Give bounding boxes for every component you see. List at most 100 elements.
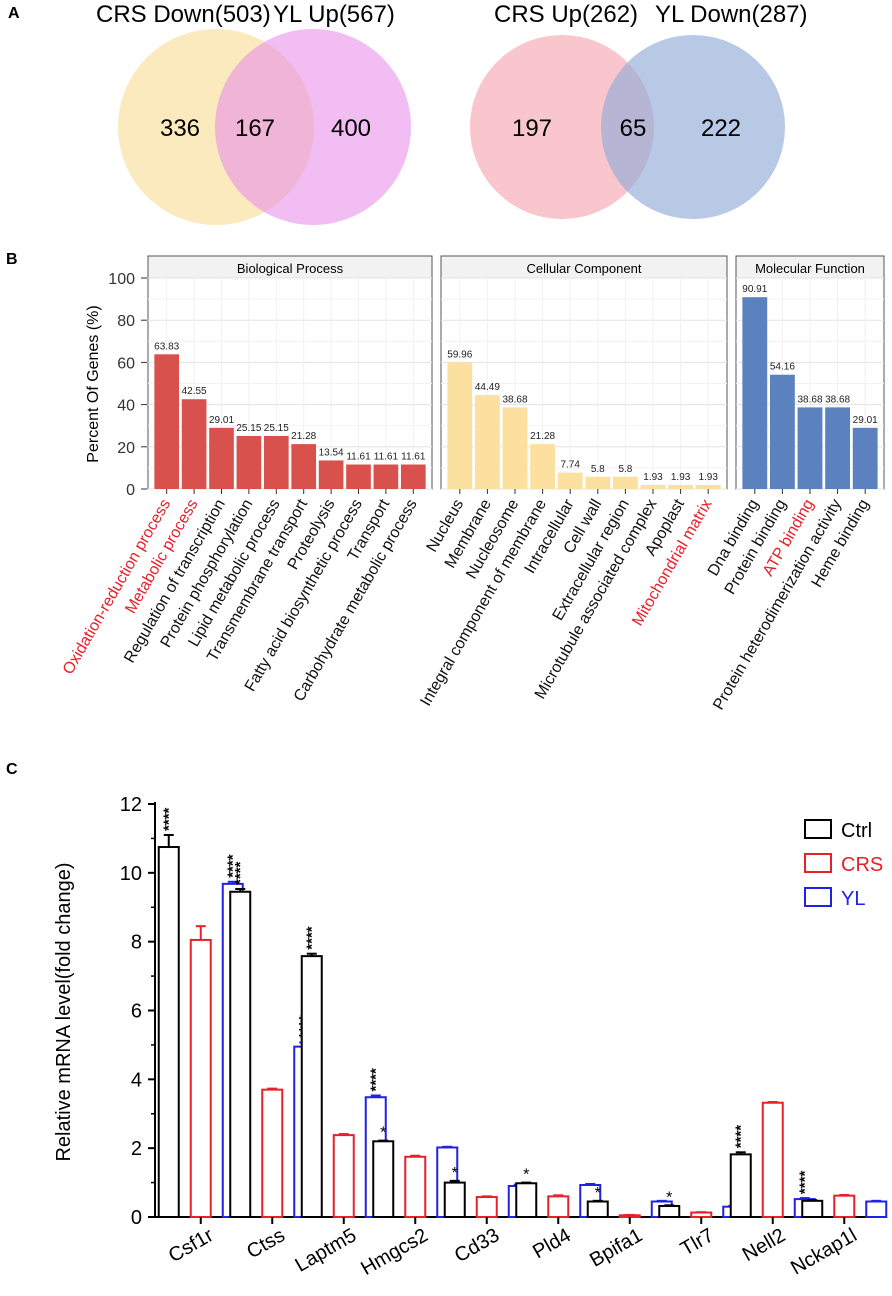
bar-fatty-acid-biosynthetic-process [346, 464, 371, 489]
bar-value-label: 21.28 [530, 431, 555, 442]
bar-crs-hmgcs2 [404, 1155, 427, 1219]
venn-2-circle-left [470, 35, 654, 219]
significance-marker: **** [225, 854, 242, 878]
bar-value-label: 38.68 [825, 394, 850, 405]
bar-crs-tlr7 [690, 1211, 713, 1219]
significance-marker: **** [161, 807, 178, 831]
venn-1-circle-right [215, 29, 411, 225]
bar-microtubule-associated-complex [640, 484, 666, 489]
bar-value-label: 25.15 [264, 423, 289, 434]
bar-metabolic-process [181, 399, 207, 489]
legend-label-ctrl: Ctrl [841, 820, 872, 842]
significance-marker: **** [304, 926, 321, 950]
bar-transmembrane-transport [291, 444, 317, 489]
bar-value-label: 7.74 [560, 460, 580, 471]
bar-value-label: 44.49 [475, 382, 500, 393]
venn-1-title-left: CRS Down(503) [96, 1, 271, 28]
y-tick-label: 0 [131, 1207, 142, 1229]
bar-value-label: 5.8 [618, 464, 632, 475]
bar-ctrl-ctss [229, 890, 252, 1218]
bar-crs-nckap1l [833, 1194, 856, 1218]
x-category-label: Nell2 [739, 1224, 789, 1266]
go-y-tick-label: 40 [117, 398, 135, 415]
bar-value-label: 11.61 [346, 452, 371, 463]
venn-diagram-1: CRS Down(503) YL Up(567) 336 167 400 [96, 1, 411, 225]
bar-ctrl-nell2 [729, 1153, 752, 1219]
bar-ctrl-bpifa1 [586, 1200, 609, 1218]
bar-oxidation-reduction-process [154, 354, 180, 489]
bar-atp-binding [797, 407, 823, 489]
bar-value-label: 59.96 [447, 349, 472, 360]
legend-label-yl: YL [841, 888, 865, 910]
significance-marker: **** [733, 1125, 750, 1149]
bar-value-label: 1.93 [643, 472, 663, 483]
venn-2-count-right: 222 [701, 115, 741, 142]
bar-crs-nell2 [761, 1101, 784, 1219]
bar-protein-binding [769, 374, 795, 489]
bar-ctrl-pld4 [515, 1182, 538, 1218]
bar-protein-phosphorylation [236, 435, 262, 489]
go-y-axis-label: Percent Of Genes (%) [85, 305, 102, 462]
x-category-label: Bpifa1 [586, 1224, 646, 1271]
venn-2-title-right: YL Down(287) [655, 1, 808, 28]
bar-crs-pld4 [547, 1195, 570, 1218]
bar-carbohydrate-metabolic-process [400, 464, 426, 489]
x-category-label: Csf1r [165, 1224, 218, 1267]
venn-1-title-right: YL Up(567) [273, 1, 395, 28]
x-category-label: Laptm5 [291, 1224, 360, 1276]
significance-marker: **** [368, 1068, 385, 1092]
venn-1-count-overlap: 167 [235, 115, 275, 142]
significance-marker: **** [797, 1171, 814, 1195]
x-category-label: Hmgcs2 [357, 1224, 432, 1280]
bar-ctrl-hmgcs2 [372, 1140, 395, 1218]
bar-value-label: 11.61 [401, 452, 426, 463]
bar-value-label: 54.16 [770, 362, 795, 373]
go-y-tick-label: 60 [117, 355, 135, 372]
x-category-label: Nckap1l [787, 1224, 861, 1279]
bar-crs-ctss [261, 1088, 284, 1218]
x-category-label: Oxidation-reduction process [60, 497, 174, 678]
bar-value-label: 1.93 [671, 472, 691, 483]
bar-extracellular-region [612, 476, 638, 489]
bar-value-label: 38.68 [797, 394, 822, 405]
significance-marker: * [380, 1125, 386, 1142]
legend-swatch-yl [804, 887, 832, 907]
venn-diagram-2: CRS Up(262) YL Down(287) 197 65 222 [470, 1, 808, 219]
go-y-tick-label: 0 [126, 482, 135, 499]
facet-title: Cellular Component [527, 261, 642, 276]
bar-value-label: 29.01 [853, 415, 878, 426]
mrna-y-axis-label: Relative mRNA level(fold change) [53, 862, 75, 1161]
go-enrichment-chart: Percent Of Genes (%) 0 20 40 60 80 100 Biologic… [60, 255, 885, 713]
bar-integral-component-of-membrane [530, 444, 556, 489]
y-tick-label: 10 [120, 863, 142, 885]
bar-crs-laptm5 [332, 1134, 355, 1219]
panel-label-b: B [6, 251, 18, 268]
facet-title: Molecular Function [755, 261, 865, 276]
go-y-tick-label: 20 [117, 440, 135, 457]
bar-value-label: 42.55 [182, 386, 207, 397]
bar-yl-nckap1l [865, 1200, 888, 1218]
bar-value-label: 29.01 [209, 415, 234, 426]
significance-marker: * [595, 1185, 601, 1202]
bar-dna-binding [742, 297, 768, 489]
panel-label-c: C [6, 761, 18, 778]
bar-value-label: 63.83 [154, 341, 179, 352]
bar-membrane [474, 395, 500, 489]
bar-crs-cd33 [475, 1196, 498, 1218]
bar-value-label: 1.93 [698, 472, 718, 483]
bar-value-label: 21.28 [291, 431, 316, 442]
legend-label-crs: CRS [841, 854, 883, 876]
x-category-label: Pld4 [529, 1224, 575, 1263]
y-tick-label: 4 [131, 1069, 142, 1091]
mrna-level-chart: Relative mRNA level(fold change) 0 2 4 6 8 10 1… [53, 794, 888, 1280]
x-category-label: Tlr7 [677, 1224, 718, 1260]
venn-1-count-left: 336 [160, 115, 200, 142]
y-tick-label: 6 [131, 1001, 142, 1023]
bar-value-label: 38.68 [502, 394, 527, 405]
bar-value-label: 25.15 [236, 423, 261, 434]
bar-intracellular [557, 472, 583, 489]
bar-crs-csf1r [189, 938, 212, 1219]
significance-marker: **** [232, 861, 249, 885]
legend-swatch-crs [804, 853, 832, 873]
venn-2-title-left: CRS Up(262) [494, 1, 638, 28]
